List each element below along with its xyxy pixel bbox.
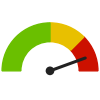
Circle shape [46,67,54,74]
Wedge shape [2,23,50,71]
Wedge shape [50,23,84,50]
Wedge shape [71,37,98,71]
